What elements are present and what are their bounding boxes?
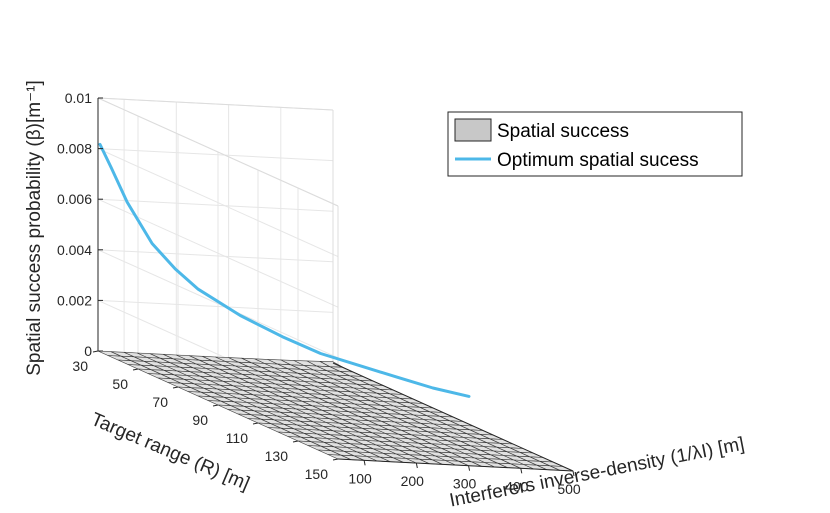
optimum-spatial-success-line [98,142,471,398]
y-tick-label: 30 [72,358,88,374]
y-tick [332,458,339,461]
z-tick-label: 0.01 [65,90,92,106]
y-tick [172,386,179,389]
y-tick-label: 110 [226,430,249,446]
y-tick [212,404,219,407]
legend-label-surface: Spatial success [497,121,629,142]
y-tick [92,350,99,353]
y-tick-label: 70 [152,394,168,410]
y-tick [292,440,299,443]
axes: 0 0.002 0.004 0.006 0.008 0.01 100 200 300 400 500… [57,90,581,497]
x-axis-line [337,458,574,472]
x-tick-label: 300 [453,476,477,492]
legend-swatch-surface [454,118,492,142]
right-floor-edge [332,362,574,472]
y-tick-label: 130 [265,448,289,464]
y-axis-label: Target range (R) [m] [88,409,253,495]
box-edge [97,97,339,207]
z-tick-label: 0.008 [57,141,92,157]
x-tick [363,460,366,466]
y-tick [132,368,139,371]
y-tick-label: 90 [192,412,208,428]
legend-label-optimum: Optimum spatial sucess [497,150,699,171]
surface-mesh [97,350,574,472]
x-tick [468,465,471,471]
box-edge [97,97,334,111]
z-tick-label: 0.004 [57,242,92,258]
x-tick-label: 400 [505,478,529,494]
legend-box [447,111,743,177]
x-tick [572,470,575,477]
x-tick-label: 100 [348,470,372,486]
x-tick-label: 200 [401,473,425,489]
optimum-curve-layer [98,142,471,398]
z-axis-label: Spatial success probability (β)[m⁻¹] [24,80,45,376]
x-tick [520,468,523,474]
z-tick-label: 0.002 [57,292,92,308]
y-tick-label: 50 [112,376,128,392]
y-tick-label: 150 [305,466,329,482]
y-tick [252,422,259,425]
z-tick-label: 0 [84,343,92,359]
legend: Spatial success Optimum spatial sucess [447,111,743,177]
z-tick-label: 0.006 [57,191,92,207]
x-tick-label: 500 [557,481,581,497]
x-tick [415,462,418,469]
